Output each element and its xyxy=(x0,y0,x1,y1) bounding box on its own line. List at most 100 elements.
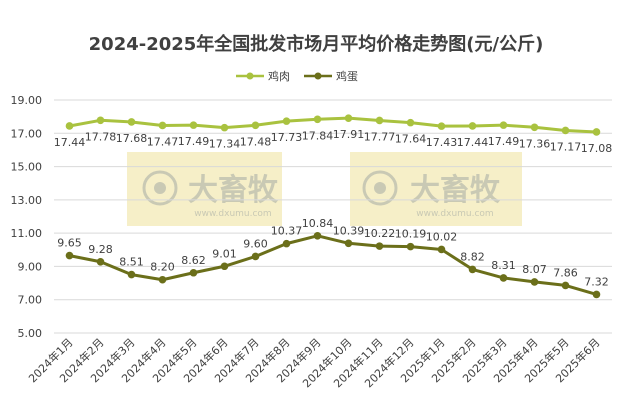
data-point-egg xyxy=(499,274,508,282)
data-label-egg: 10.37 xyxy=(271,225,303,238)
grid xyxy=(54,99,612,334)
data-point-chicken xyxy=(468,122,477,130)
data-label-chicken: 17.48 xyxy=(240,135,272,148)
data-label-egg: 8.07 xyxy=(522,263,547,276)
watermark-right-logo-icon xyxy=(362,170,398,206)
y-tick-label: 17.00 xyxy=(11,127,43,140)
data-point-egg xyxy=(406,242,415,251)
chart-title: 2024-2025年全国批发市场月平均价格走势图(元/公斤) xyxy=(89,33,544,55)
data-point-egg xyxy=(282,239,291,248)
watermark-right-url: www.dxumu.com xyxy=(416,209,493,219)
legend-label-egg: 鸡蛋 xyxy=(336,69,358,83)
data-point-chicken xyxy=(530,123,539,132)
y-tick-label: 9.00 xyxy=(18,260,43,273)
data-label-chicken: 17.91 xyxy=(333,128,365,141)
data-point-egg xyxy=(313,232,322,240)
data-label-egg: 10.19 xyxy=(395,228,427,241)
data-label-chicken: 17.78 xyxy=(85,130,117,143)
data-point-egg xyxy=(251,252,260,261)
watermark-left-bg xyxy=(127,152,282,226)
legend-item-egg: 鸡蛋 xyxy=(304,69,358,83)
data-label-chicken: 17.49 xyxy=(178,135,210,148)
data-label-chicken: 17.77 xyxy=(364,130,396,143)
data-point-chicken xyxy=(313,115,322,124)
series-line-chicken xyxy=(69,116,597,134)
series-layer: 17.44 17.78 17.68 17.47 17.49 17.34 17.48 17.73… xyxy=(54,114,613,299)
data-point-chicken xyxy=(561,126,570,135)
data-point-chicken xyxy=(189,121,198,129)
data-point-egg xyxy=(158,275,167,284)
data-label-chicken: 17.64 xyxy=(395,133,427,146)
data-label-chicken: 17.73 xyxy=(271,131,303,144)
watermark-right-logo-text: 大畜牧 xyxy=(410,173,501,208)
watermark-left-logo-dot xyxy=(154,182,166,194)
data-point-chicken xyxy=(499,121,508,129)
watermark-left-logo-icon xyxy=(142,170,178,206)
data-label-chicken: 17.34 xyxy=(209,138,241,151)
data-label-egg: 7.86 xyxy=(553,266,578,279)
data-point-egg xyxy=(96,257,105,266)
data-point-egg xyxy=(189,268,198,277)
watermark-right: 大畜牧 www.dxumu.com xyxy=(350,152,522,226)
data-label-chicken: 17.84 xyxy=(302,129,334,142)
data-point-egg xyxy=(127,270,136,279)
data-point-egg xyxy=(468,265,477,274)
legend-marker-egg xyxy=(314,72,322,80)
legend: 鸡肉 鸡蛋 xyxy=(236,69,358,83)
data-label-chicken: 17.43 xyxy=(426,136,458,149)
data-label-chicken: 17.68 xyxy=(116,132,148,145)
x-axis: 2024年1月2024年2月2024年3月2024年4月2024年5月2024年… xyxy=(25,335,602,390)
data-point-chicken xyxy=(127,118,136,126)
data-point-egg xyxy=(65,251,74,260)
y-tick-label: 11.00 xyxy=(11,227,43,240)
data-point-chicken xyxy=(65,122,74,130)
data-point-chicken xyxy=(282,117,291,125)
y-tick-label: 7.00 xyxy=(18,294,43,307)
data-point-chicken xyxy=(251,121,260,130)
y-tick-label: 19.00 xyxy=(11,94,43,107)
data-point-chicken xyxy=(344,114,353,122)
data-label-egg: 8.62 xyxy=(181,254,206,267)
data-label-egg: 8.51 xyxy=(119,256,144,269)
data-point-chicken xyxy=(158,121,167,130)
data-label-egg: 8.82 xyxy=(460,250,485,263)
watermarks: 大畜牧 www.dxumu.com 大畜牧 www.dxumu.com xyxy=(127,152,522,226)
data-point-chicken xyxy=(375,116,384,125)
y-tick-label: 13.00 xyxy=(11,194,43,207)
data-label-egg: 10.02 xyxy=(426,230,458,243)
y-tick-label: 5.00 xyxy=(18,327,43,340)
series-line-egg xyxy=(69,234,597,296)
watermark-left-url: www.dxumu.com xyxy=(194,209,271,219)
watermark-left-logo-text: 大畜牧 xyxy=(188,173,279,208)
data-label-egg: 8.20 xyxy=(150,261,175,274)
data-label-egg: 8.31 xyxy=(491,259,516,272)
data-point-egg xyxy=(375,242,384,250)
data-label-egg: 10.22 xyxy=(364,227,396,240)
legend-item-chicken: 鸡肉 xyxy=(236,69,290,83)
y-tick-label: 15.00 xyxy=(11,161,43,174)
data-label-egg: 9.28 xyxy=(88,243,113,256)
data-point-chicken xyxy=(406,118,415,127)
data-point-egg xyxy=(344,239,353,248)
data-label-chicken: 17.08 xyxy=(581,142,613,155)
data-point-chicken xyxy=(592,128,601,136)
watermark-right-logo-dot xyxy=(374,182,386,194)
data-label-chicken: 17.49 xyxy=(488,135,520,148)
data-label-chicken: 17.17 xyxy=(550,140,582,153)
data-label-egg: 7.32 xyxy=(584,275,609,288)
y-axis: 5.00 7.00 9.00 11.00 13.00 15.00 17.00 19.00 xyxy=(11,94,43,340)
legend-label-chicken: 鸡肉 xyxy=(268,69,290,83)
data-label-egg: 9.01 xyxy=(212,247,237,260)
watermark-left: 大畜牧 www.dxumu.com xyxy=(127,152,282,226)
data-label-egg: 9.60 xyxy=(243,237,268,250)
data-point-chicken xyxy=(96,116,105,125)
legend-marker-chicken xyxy=(246,72,254,80)
data-point-chicken xyxy=(220,123,229,132)
data-point-egg xyxy=(561,281,570,290)
data-label-egg: 10.84 xyxy=(302,217,334,230)
data-label-egg: 9.65 xyxy=(57,237,82,250)
series-chicken: 17.44 17.78 17.68 17.47 17.49 17.34 17.48 17.73… xyxy=(54,114,613,155)
